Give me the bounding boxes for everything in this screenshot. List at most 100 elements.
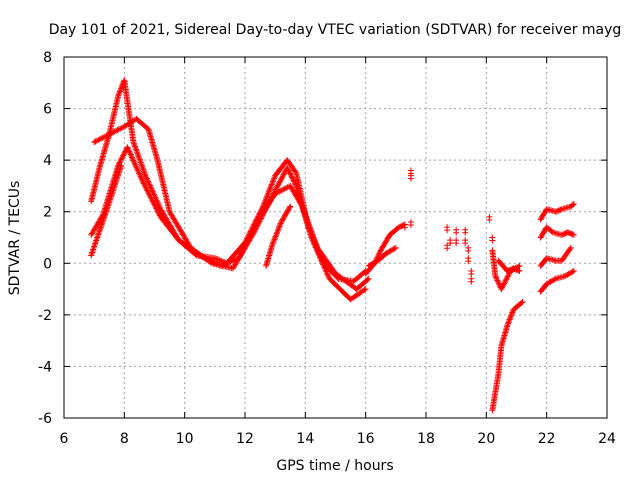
data-point <box>504 275 510 281</box>
data-point <box>106 131 113 138</box>
data-point <box>313 241 320 248</box>
data-point <box>117 158 124 165</box>
data-point <box>272 190 279 197</box>
data-point <box>155 209 162 216</box>
series-track-i <box>489 298 526 414</box>
data-point <box>118 85 124 92</box>
y-tick-label: 8 <box>43 50 52 66</box>
data-point <box>224 259 231 266</box>
data-point <box>279 187 285 194</box>
data-point <box>206 257 213 264</box>
data-points <box>88 77 577 414</box>
data-point <box>203 256 210 262</box>
y-axis-label: SDTVAR / TECUs <box>7 181 23 296</box>
data-point <box>566 246 573 253</box>
data-point <box>284 164 291 171</box>
series-track-a <box>88 77 369 285</box>
data-point <box>364 276 371 283</box>
data-point <box>551 276 558 283</box>
data-point <box>498 286 505 293</box>
data-point <box>226 259 233 266</box>
data-point <box>151 201 158 208</box>
data-point <box>495 278 502 285</box>
data-point <box>138 174 145 181</box>
data-point <box>247 231 254 238</box>
data-point <box>462 240 469 247</box>
data-point <box>245 237 251 244</box>
data-point <box>220 261 227 268</box>
data-point <box>570 231 577 238</box>
data-point <box>568 269 575 276</box>
data-point <box>140 180 147 187</box>
data-point <box>385 249 392 256</box>
data-point <box>447 240 454 247</box>
data-point <box>130 157 137 164</box>
plot-frame <box>63 56 608 419</box>
data-point <box>390 246 397 253</box>
data-point <box>215 261 222 268</box>
data-point <box>407 222 414 229</box>
series-track-h <box>489 247 523 293</box>
data-point <box>462 229 469 236</box>
data-point <box>391 245 398 252</box>
data-point <box>115 91 122 98</box>
data-point <box>489 237 496 244</box>
data-point <box>156 211 163 218</box>
data-point <box>492 273 499 280</box>
series-track-d <box>88 162 125 259</box>
data-point <box>146 191 153 198</box>
data-point <box>252 221 259 228</box>
y-tick-label: 4 <box>43 153 52 169</box>
data-point <box>515 267 522 274</box>
data-point <box>278 175 285 182</box>
data-point <box>494 277 501 284</box>
x-tick-label: 14 <box>296 431 314 447</box>
data-point <box>453 229 460 236</box>
data-point <box>104 132 111 139</box>
data-point <box>210 259 217 266</box>
data-point <box>499 283 506 290</box>
data-point <box>127 150 133 157</box>
data-point <box>249 228 256 235</box>
data-point <box>131 160 138 167</box>
data-point <box>502 277 509 284</box>
data-point <box>287 171 294 178</box>
data-point <box>266 187 273 194</box>
data-point <box>202 255 209 262</box>
data-point <box>287 170 293 177</box>
data-point <box>98 135 104 142</box>
x-tick-label: 20 <box>477 431 495 447</box>
data-point <box>503 276 510 283</box>
data-point <box>145 190 152 197</box>
data-point <box>196 252 203 259</box>
data-point <box>152 204 159 211</box>
data-point <box>493 274 500 281</box>
data-point <box>319 260 326 267</box>
data-point <box>143 174 150 181</box>
data-point <box>362 286 369 293</box>
data-point <box>271 236 278 243</box>
series-track-m <box>537 244 574 269</box>
data-point <box>291 178 298 185</box>
data-point <box>93 137 100 144</box>
data-point <box>149 197 156 204</box>
y-tick-label: -2 <box>38 308 52 324</box>
data-point <box>319 258 325 265</box>
data-point <box>91 139 98 146</box>
data-point <box>213 255 220 262</box>
series-track-f <box>362 221 408 277</box>
data-point <box>268 182 275 189</box>
data-point <box>222 261 228 268</box>
data-point <box>125 147 132 154</box>
series-track-n <box>537 268 577 295</box>
series-track-j <box>495 257 523 275</box>
data-point <box>570 200 577 207</box>
data-point <box>120 151 127 158</box>
data-point <box>407 175 414 182</box>
y-tick-label: -4 <box>38 359 52 375</box>
data-point <box>377 248 384 255</box>
data-point <box>142 184 149 191</box>
data-point <box>324 271 331 278</box>
data-point <box>444 245 451 252</box>
data-point <box>153 205 160 212</box>
